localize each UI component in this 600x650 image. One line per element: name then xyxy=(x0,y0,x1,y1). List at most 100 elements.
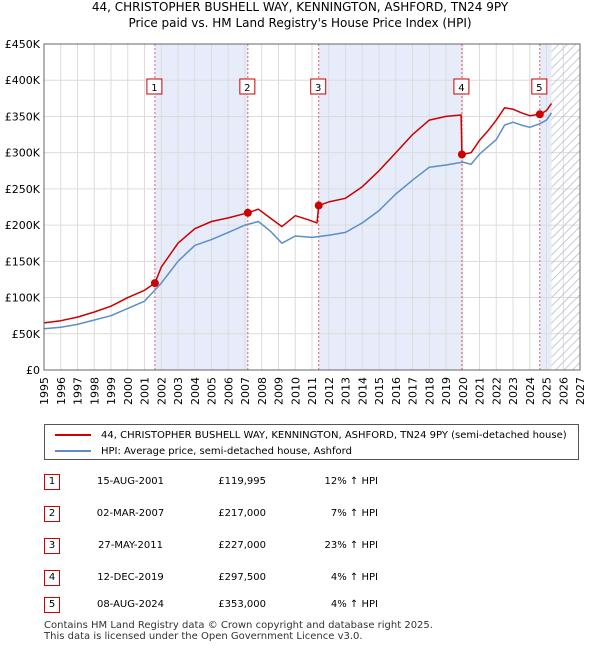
legend-swatch-property xyxy=(55,434,91,436)
legend-label-property: 44, CHRISTOPHER BUSHELL WAY, KENNINGTON,… xyxy=(101,430,567,441)
sale-marker-label: 2 xyxy=(244,83,250,94)
sale-price: £217,000 xyxy=(218,508,266,519)
y-tick-label: £450K xyxy=(5,38,41,51)
x-tick-label: 2011 xyxy=(306,377,319,405)
sale-date: 08-AUG-2024 xyxy=(96,599,165,610)
y-tick-label: £200K xyxy=(5,219,41,232)
sale-number-badge: 5 xyxy=(44,597,60,613)
x-tick-label: 1996 xyxy=(55,377,68,405)
ownership-shade xyxy=(318,44,462,370)
x-tick-label: 2020 xyxy=(457,377,470,405)
x-tick-label: 1998 xyxy=(88,377,101,405)
y-tick-label: £150K xyxy=(5,255,41,268)
sale-price: £353,000 xyxy=(218,599,266,610)
price-chart: £0 £50K £100K £150K £200K £250K £300K £350K £400… xyxy=(5,38,587,405)
sale-hpi-change: 4% ↑ HPI xyxy=(330,599,378,610)
x-tick-label: 2015 xyxy=(373,377,386,405)
sale-marker-label: 3 xyxy=(315,83,321,94)
footer-line-2: This data is licensed under the Open Gov… xyxy=(44,631,363,642)
footer-line-1: Contains HM Land Registry data © Crown c… xyxy=(44,620,433,631)
chart-legend: 44, CHRISTOPHER BUSHELL WAY, KENNINGTON,… xyxy=(44,424,579,460)
x-tick-label: 2026 xyxy=(557,377,570,405)
chart-title: 44, CHRISTOPHER BUSHELL WAY, KENNINGTON,… xyxy=(91,0,509,14)
sale-hpi-change: 23% ↑ HPI xyxy=(324,540,378,551)
y-tick-label: £350K xyxy=(5,110,41,123)
sale-date: 02-MAR-2007 xyxy=(96,508,165,519)
sale-marker-box xyxy=(310,78,327,95)
sale-number-badge: 3 xyxy=(44,538,60,554)
sale-marker-box xyxy=(531,78,548,95)
y-tick-label: £400K xyxy=(5,74,41,87)
sale-number-badge: 2 xyxy=(44,506,60,522)
y-tick-label: £50K xyxy=(12,328,41,341)
legend-label-hpi: HPI: Average price, semi-detached house,… xyxy=(101,446,352,457)
plot-frame xyxy=(43,43,581,371)
future-hatch xyxy=(551,44,580,370)
sale-marker-label: 1 xyxy=(151,83,157,94)
y-tick-label: £250K xyxy=(5,183,41,196)
y-tick-label: £100K xyxy=(5,292,41,305)
x-tick-label: 2001 xyxy=(139,377,152,405)
sale-point xyxy=(150,279,159,288)
sale-point xyxy=(535,110,544,119)
sale-row: 2 02-MAR-2007 £217,000 7% ↑ HPI xyxy=(44,506,584,522)
x-tick-label: 2003 xyxy=(172,377,185,405)
x-tick-label: 2019 xyxy=(440,377,453,405)
legend-swatch-hpi xyxy=(55,450,91,452)
ownership-shade xyxy=(539,44,552,370)
sale-hpi-change: 7% ↑ HPI xyxy=(330,508,378,519)
sale-marker-label: 4 xyxy=(458,83,464,94)
x-tick-label: 2005 xyxy=(206,377,219,405)
x-tick-label: 2007 xyxy=(239,377,252,405)
sale-number-badge: 1 xyxy=(44,474,60,490)
y-tick-label: £0 xyxy=(26,364,40,377)
sale-row: 1 15-AUG-2001 £119,995 12% ↑ HPI xyxy=(44,474,584,490)
sale-marker-box xyxy=(146,78,163,95)
chart-subtitle: Price paid vs. HM Land Registry's House … xyxy=(128,16,472,30)
legend-item-property: 44, CHRISTOPHER BUSHELL WAY, KENNINGTON,… xyxy=(55,428,567,443)
x-tick-label: 2002 xyxy=(155,377,168,405)
x-tick-label: 2004 xyxy=(189,377,202,405)
sale-marker-box xyxy=(453,78,470,95)
sale-date: 15-AUG-2001 xyxy=(96,476,165,487)
sale-hpi-change: 4% ↑ HPI xyxy=(330,572,378,583)
legend-item-hpi: HPI: Average price, semi-detached house,… xyxy=(55,444,352,459)
footer-attribution: Contains HM Land Registry data © Crown c… xyxy=(44,620,433,642)
sale-row: 5 08-AUG-2024 £353,000 4% ↑ HPI xyxy=(44,597,584,613)
property-price-line xyxy=(43,102,553,324)
x-tick-label: 2009 xyxy=(273,377,286,405)
sale-row: 3 27-MAY-2011 £227,000 23% ↑ HPI xyxy=(44,538,584,554)
x-tick-label: 2018 xyxy=(423,377,436,405)
x-tick-label: 2013 xyxy=(340,377,353,405)
sale-number-badge: 4 xyxy=(44,570,60,586)
ownership-shade xyxy=(154,44,248,370)
x-tick-label: 2008 xyxy=(256,377,269,405)
x-tick-label: 2012 xyxy=(323,377,336,405)
y-tick-label: £300K xyxy=(5,147,41,160)
sale-marker-label: 5 xyxy=(536,83,542,94)
x-tick-label: 2022 xyxy=(490,377,503,405)
x-tick-label: 2023 xyxy=(507,377,520,405)
sale-point xyxy=(243,208,252,217)
sale-point xyxy=(314,201,323,210)
sale-date: 27-MAY-2011 xyxy=(97,540,163,551)
x-tick-label: 2027 xyxy=(574,377,587,405)
hpi-line xyxy=(43,112,553,330)
sale-hpi-change: 12% ↑ HPI xyxy=(324,476,378,487)
x-tick-label: 2017 xyxy=(407,377,420,405)
x-tick-label: 1997 xyxy=(72,377,85,405)
x-tick-label: 2016 xyxy=(390,377,403,405)
sale-price: £227,000 xyxy=(218,540,266,551)
sale-date: 12-DEC-2019 xyxy=(97,572,164,583)
x-tick-label: 2024 xyxy=(524,377,537,405)
x-tick-label: 2025 xyxy=(541,377,554,405)
x-tick-label: 1995 xyxy=(38,377,51,405)
sale-row: 4 12-DEC-2019 £297,500 4% ↑ HPI xyxy=(44,570,584,586)
x-tick-label: 2021 xyxy=(474,377,487,405)
x-tick-label: 2010 xyxy=(289,377,302,405)
sale-point xyxy=(457,150,466,159)
sale-price: £119,995 xyxy=(218,476,266,487)
sale-marker-box xyxy=(239,78,256,95)
x-tick-label: 2014 xyxy=(356,377,369,405)
sale-price: £297,500 xyxy=(218,572,266,583)
